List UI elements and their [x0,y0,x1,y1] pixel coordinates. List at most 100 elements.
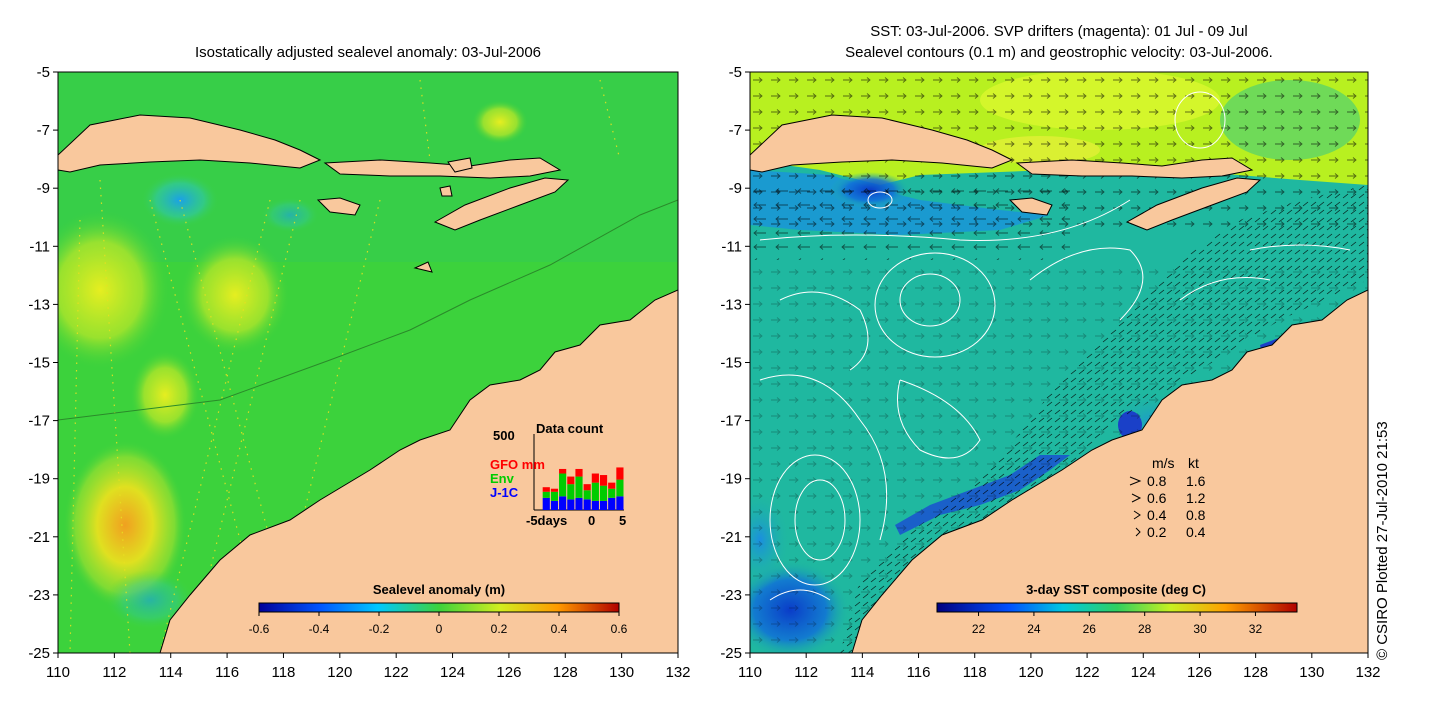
velocity-legend-ms: 0.2 [1147,524,1167,540]
colorbar-tick-label: -0.4 [309,622,330,636]
x-tick-label: 130 [1299,664,1324,681]
velocity-legend-kt: 0.8 [1186,507,1206,523]
y-tick-label: -9 [37,180,50,197]
x-tick-label: 112 [794,664,818,681]
timor-island [433,177,570,231]
y-tick-label: -17 [720,413,742,430]
x-tick-label: 116 [215,664,239,681]
data-count-bar [550,488,559,492]
right-panel-title-line2: Sealevel contours (0.1 m) and geostrophi… [845,44,1273,61]
sla-high-anomaly [58,210,170,370]
y-tick-label: -21 [720,529,742,546]
x-tick-label: 128 [1243,664,1268,681]
data-count-bar [583,499,591,510]
data-count-bar [608,497,616,510]
velocity-legend-ms: 0.8 [1147,473,1167,489]
sla-colorbar: Sealevel anomaly (m) -0.6 -0.4 -0.2 0 0.2 0.4… [249,582,628,636]
y-tick-label: -23 [28,587,50,604]
sla-colorbar-ticks: -0.6 -0.4 -0.2 0 0.2 0.4 0.6 [249,612,628,636]
colorbar-tick-label: 26 [1083,622,1097,636]
colorbar-tick-label: 30 [1193,622,1207,636]
y-tick-label: -9 [729,180,742,197]
data-count-bar [542,497,550,510]
y-tick-label: -7 [37,122,50,139]
x-tick-label: 128 [553,664,578,681]
right-map: 110 112 114 116 118 120 122 124 126 128 130 132 -5 -7… [720,64,1380,681]
sst-colorbar-gradient [936,602,1298,613]
colorbar-tick-label: 24 [1027,622,1041,636]
y-tick-label: -19 [720,471,742,488]
colorbar-tick-label: 0.4 [551,622,568,636]
x-tick-label: 124 [440,664,465,681]
data-count-bar [559,473,567,497]
velocity-legend-header-kt: kt [1188,455,1199,471]
sumba-island [316,197,361,216]
left-axis-ticks: 110 112 114 116 118 120 122 124 126 128 130 132 -5 -7… [28,64,690,681]
velocity-legend-arrow [1131,493,1142,503]
land-masses [58,114,678,653]
data-count-legend-env: Env [490,471,515,486]
y-tick-label: -19 [28,471,50,488]
left-panel-title: Isostatically adjusted sealevel anomaly:… [195,44,541,61]
sla-colorbar-title: Sealevel anomaly (m) [373,582,505,597]
csiro-credit: © CSIRO Plotted 27-Jul-2010 21:53 [1374,421,1391,660]
y-tick-label: -21 [28,529,50,546]
velocity-legend: m/s kt 0.8 1.60.6 1.20.4 0.80.2 0.4 [1129,455,1206,540]
data-count-legend-gfo: GFO mm [490,457,545,472]
colorbar-tick-label: -0.6 [249,622,270,636]
sla-colorbar-gradient [258,602,620,613]
velocity-legend-arrow [1135,527,1141,537]
x-tick-label: 114 [850,664,874,681]
x-tick-label: 122 [384,664,409,681]
data-count-bar [608,488,616,498]
java-island [58,114,322,173]
data-count-bar [575,497,583,510]
data-count-bar [591,482,599,501]
x-tick-label: 114 [159,664,183,681]
data-count-bar [599,485,608,501]
data-count-bar [567,476,575,485]
data-count-bar [591,500,599,510]
sla-high-anomaly [472,100,528,144]
data-count-bar [575,476,583,498]
x-tick-label: 132 [1355,664,1380,681]
data-count-bar [550,500,559,510]
data-count-bar [559,468,567,474]
timor-island [1125,177,1262,231]
flores-island [447,157,473,173]
x-tick-label: 110 [738,664,762,681]
y-tick-label: -25 [720,645,742,662]
java-island [750,114,1014,173]
sealevel-contours [759,91,1351,601]
sla-high-anomaly [130,350,200,440]
y-tick-label: -17 [28,413,50,430]
y-tick-label: -5 [729,64,742,81]
x-tick-label: 116 [907,664,931,681]
sla-high-anomaly [63,440,187,610]
data-count-bar [616,479,624,497]
velocity-vectors-westward [750,180,1070,260]
y-tick-label: -13 [28,296,50,313]
data-count-bar [567,484,575,500]
colorbar-tick-label: 32 [1249,622,1263,636]
lesser-sunda-islands [1015,157,1254,179]
colorbar-tick-label: -0.2 [369,622,390,636]
data-count-bar [542,487,550,492]
land-masses-right [750,114,1368,653]
data-count-bar [583,490,591,500]
x-tick-label: 120 [327,664,352,681]
data-count-bar [567,499,575,510]
velocity-legend-arrow [1133,510,1141,520]
x-tick-label: 118 [963,664,987,681]
velocity-legend-rows: 0.8 1.60.6 1.20.4 0.80.2 0.4 [1129,473,1206,540]
data-count-ymax-label: 500 [493,428,515,443]
data-count-legend-j1c: J-1C [490,485,519,500]
y-tick-label: -23 [720,587,742,604]
y-tick-label: -7 [729,122,742,139]
y-tick-label: -15 [720,355,742,372]
data-count-xmid-label: 0 [588,513,595,528]
data-count-bar [550,491,559,501]
sla-high-anomaly [180,235,290,355]
sumba-island [1008,197,1053,216]
colorbar-tick-label: 0 [436,622,443,636]
